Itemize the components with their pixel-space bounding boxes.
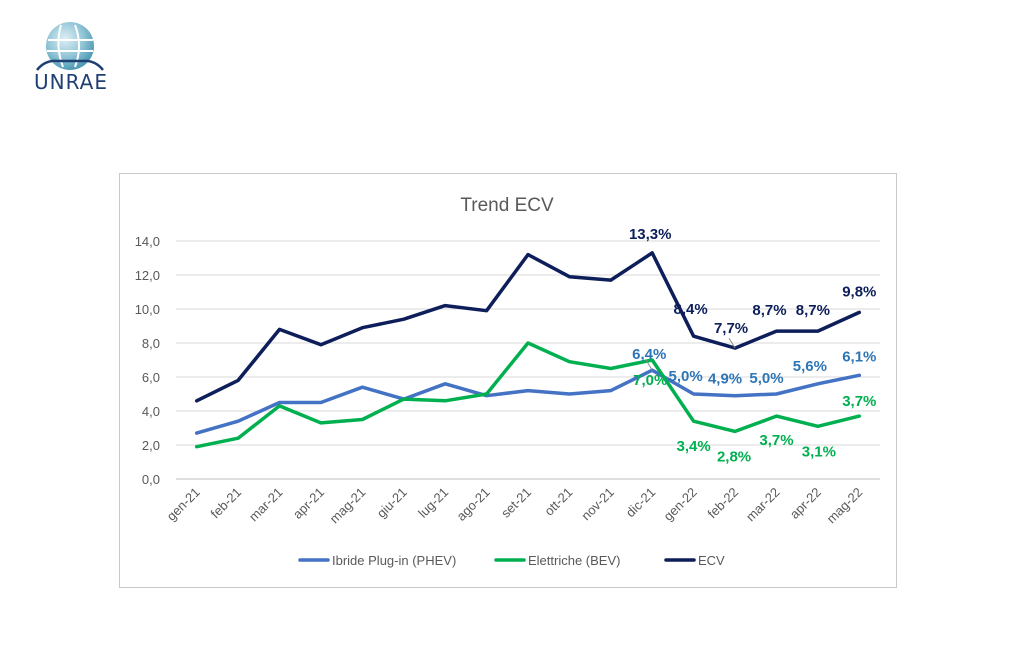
data-label: 6,4% xyxy=(632,346,666,363)
legend-label: ECV xyxy=(698,553,725,568)
x-tick-label: ott-21 xyxy=(541,485,575,519)
y-tick-label: 0,0 xyxy=(142,472,160,487)
chart-frame: Trend ECV 0,0 2,0 4,0 6,0 8,0 10,0 12,0 14,0 ge… xyxy=(119,173,897,588)
y-tick-label: 10,0 xyxy=(135,302,160,317)
unrae-logo-text: UNRAE xyxy=(33,70,108,94)
x-tick-label: feb-22 xyxy=(704,485,741,522)
legend-label: Ibride Plug-in (PHEV) xyxy=(332,553,456,568)
unrae-globe-logo xyxy=(36,22,104,71)
data-label: 5,0% xyxy=(749,370,783,387)
legend-label: Elettriche (BEV) xyxy=(528,553,620,568)
series-line-bev xyxy=(194,341,862,449)
data-labels: 13,3%8,4%7,7%8,7% 8,7%9,8%6,4%5,0% 4,9% 5,0… xyxy=(629,226,876,466)
data-label: 5,6% xyxy=(793,358,827,375)
data-label: 13,3% xyxy=(629,226,672,243)
data-label: 6,1% xyxy=(842,348,876,365)
trend-ecv-chart: Trend ECV 0,0 2,0 4,0 6,0 8,0 10,0 12,0 14,0 ge… xyxy=(135,195,880,568)
data-label: 4,9% xyxy=(708,371,742,388)
data-label: 8,7% xyxy=(752,302,786,319)
y-tick-label: 4,0 xyxy=(142,404,160,419)
x-tick-label: gen-21 xyxy=(164,485,203,524)
x-tick-label: giu-21 xyxy=(374,485,410,521)
y-tick-label: 8,0 xyxy=(142,336,160,351)
chart-title: Trend ECV xyxy=(460,195,554,216)
data-label: 5,0% xyxy=(669,368,703,385)
series-line-phev xyxy=(194,368,862,435)
x-axis-ticks: gen-21 feb-21 mar-21 apr-21 mag-21 giu-21 lug-… xyxy=(164,485,866,527)
data-label: 3,7% xyxy=(759,432,793,449)
data-label: 8,7% xyxy=(796,302,830,319)
x-tick-label: ago-21 xyxy=(453,485,492,524)
y-tick-label: 6,0 xyxy=(142,370,160,385)
x-tick-label: set-21 xyxy=(498,485,534,521)
x-tick-label: mag-22 xyxy=(824,485,866,527)
data-label: 9,8% xyxy=(842,283,876,300)
data-label: 3,1% xyxy=(802,443,836,460)
data-label: 8,4% xyxy=(674,301,708,318)
x-tick-label: apr-22 xyxy=(787,485,824,522)
series-line-ecv xyxy=(194,251,862,403)
label-leader xyxy=(645,359,653,371)
label-leader xyxy=(728,337,736,349)
data-label: 3,7% xyxy=(842,393,876,410)
x-tick-label: feb-21 xyxy=(208,485,245,522)
data-label: 3,4% xyxy=(677,438,711,455)
data-label: 2,8% xyxy=(717,448,751,465)
x-tick-label: dic-21 xyxy=(623,485,659,521)
legend: Ibride Plug-in (PHEV) Elettriche (BEV) ECV xyxy=(298,553,725,568)
data-label: 7,7% xyxy=(714,320,748,337)
x-tick-label: mar-21 xyxy=(246,485,286,525)
x-tick-label: nov-21 xyxy=(578,485,617,524)
x-tick-label: gen-22 xyxy=(661,485,700,524)
y-tick-label: 14,0 xyxy=(135,234,160,249)
series-lines xyxy=(194,251,862,449)
x-tick-label: mar-22 xyxy=(743,485,783,525)
y-tick-label: 12,0 xyxy=(135,268,160,283)
x-tick-label: apr-21 xyxy=(290,485,327,522)
x-tick-label: lug-21 xyxy=(415,485,451,521)
y-axis-ticks: 0,0 2,0 4,0 6,0 8,0 10,0 12,0 14,0 xyxy=(135,234,160,487)
x-tick-label: mag-21 xyxy=(327,485,369,527)
data-label: 7,0% xyxy=(633,372,667,389)
y-tick-label: 2,0 xyxy=(142,438,160,453)
